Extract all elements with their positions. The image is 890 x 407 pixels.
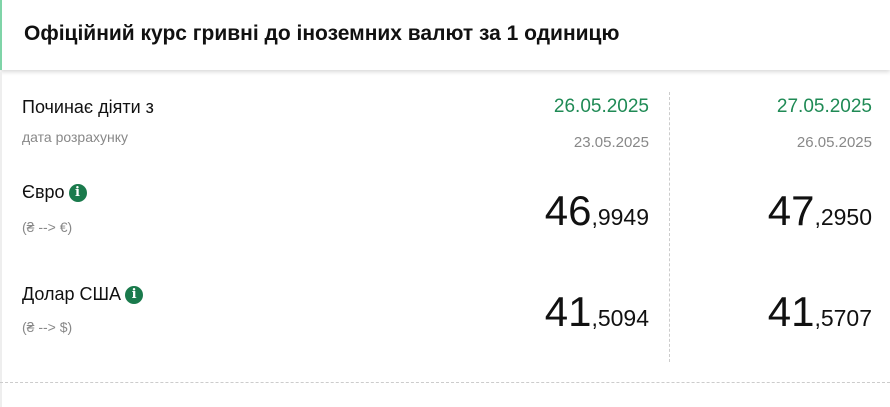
rate-euro-2: 47,2950 xyxy=(768,190,872,238)
currency-usd: Долар США i xyxy=(22,284,144,305)
page-header: Офіційний курс гривні до іноземних валют… xyxy=(0,0,890,70)
currency-name: Долар США xyxy=(22,284,122,304)
rate-usd-1: 41,5094 xyxy=(545,291,649,339)
currency-name: Євро xyxy=(22,182,65,202)
page-title: Офіційний курс гривні до іноземних валют… xyxy=(24,22,620,45)
column-divider xyxy=(669,92,670,362)
calc-date-1: 23.05.2025 xyxy=(573,134,649,151)
rate-int: 41 xyxy=(767,288,815,335)
rate-int: 46 xyxy=(544,187,592,234)
currency-euro: Євро i xyxy=(22,182,87,203)
rate-dec: ,5094 xyxy=(591,305,649,331)
effective-date-2: 27.05.2025 xyxy=(776,96,872,117)
effective-date-1: 26.05.2025 xyxy=(553,96,649,117)
currency-direction: (₴ --> $) xyxy=(22,319,73,335)
rate-int: 47 xyxy=(767,187,815,234)
calc-date-label: дата розрахунку xyxy=(22,129,128,145)
info-icon[interactable]: i xyxy=(68,184,87,202)
left-border xyxy=(0,72,2,407)
info-icon[interactable]: i xyxy=(125,286,144,304)
rate-usd-2: 41,5707 xyxy=(768,291,872,339)
effective-from-label: Починає діяти з xyxy=(22,97,154,117)
calc-date-2: 26.05.2025 xyxy=(796,134,872,151)
rate-dec: ,9949 xyxy=(591,204,649,230)
rate-dec: ,2950 xyxy=(814,204,872,230)
currency-direction: (₴ --> €) xyxy=(22,219,73,235)
rate-int: 41 xyxy=(544,288,592,335)
rate-euro-1: 46,9949 xyxy=(545,190,649,238)
rate-dec: ,5707 xyxy=(814,305,872,331)
bottom-divider xyxy=(0,382,890,383)
